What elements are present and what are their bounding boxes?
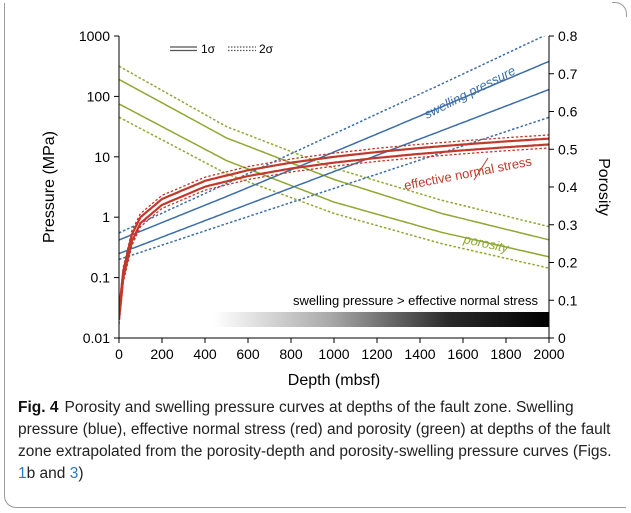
caption-text-end: ) — [78, 465, 84, 482]
left-tick-label-0.01: 0.01 — [83, 330, 110, 346]
x-tick-label-1200: 1200 — [361, 346, 392, 362]
caption-text-main: Porosity and swelling pressure curves at… — [18, 399, 612, 460]
right-tick-label-0.8: 0.8 — [558, 28, 578, 44]
right-axis-label: Porosity — [595, 158, 612, 216]
gradient-bar — [213, 312, 549, 327]
gradient-bar-group: swelling pressure > effective normal str… — [213, 293, 549, 327]
legend-label-1sigma: 1σ — [201, 42, 216, 56]
left-tick-label-1: 1 — [102, 209, 110, 225]
right-tick-label-0.1: 0.1 — [558, 292, 578, 308]
x-tick-label-600: 600 — [236, 346, 260, 362]
right-tick-label-0.3: 0.3 — [558, 217, 578, 233]
swelling-pressure-annotation: swelling pressure — [422, 63, 518, 122]
series-line-swelling-2sigma-3 — [119, 116, 549, 261]
right-tick-label-0.7: 0.7 — [558, 66, 578, 82]
left-tick-label-10: 10 — [94, 149, 110, 165]
figure-caption: Fig. 4 Porosity and swelling pressure cur… — [18, 397, 618, 485]
stress-annotation-leader — [473, 157, 489, 181]
x-tick-label-1000: 1000 — [318, 346, 349, 362]
series-line-swelling-1sigma-1 — [119, 88, 549, 255]
series-line-porosity-2sigma-11 — [119, 116, 549, 269]
caption-text-mid: b and — [26, 465, 70, 482]
x-axis-label: Depth (mbsf) — [288, 372, 380, 389]
caption-ref-fig-1[interactable]: 1 — [18, 465, 27, 482]
x-tick-label-400: 400 — [193, 346, 217, 362]
series-line-porosity-2sigma-10 — [119, 65, 549, 228]
legend-entry-2sigma: 2σ — [228, 42, 274, 56]
series-line-porosity-1sigma-9 — [119, 103, 549, 258]
series-line-stress-2sigma-6 — [119, 147, 549, 325]
legend-entry-1sigma: 1σ — [170, 42, 216, 56]
right-tick-label-0: 0 — [558, 330, 566, 346]
x-tick-label-1600: 1600 — [447, 346, 478, 362]
series-line-stress-2sigma-7 — [119, 134, 549, 308]
legend-label-2sigma: 2σ — [259, 42, 274, 56]
series-line-swelling-1sigma-0 — [119, 60, 549, 241]
series-line-swelling-2sigma-2 — [119, 36, 546, 234]
legend: 1σ 2σ — [170, 42, 274, 56]
series-line-stress-1sigma-4 — [119, 143, 549, 320]
x-tick-label-1800: 1800 — [490, 346, 521, 362]
porosity-annotation: porosity — [461, 231, 511, 256]
series-line-stress-1sigma-5 — [119, 137, 549, 312]
caption-figure-label: Fig. 4 — [18, 399, 59, 416]
x-tick-label-1400: 1400 — [404, 346, 435, 362]
x-tick-label-200: 200 — [150, 346, 174, 362]
left-tick-label-100: 100 — [87, 88, 111, 104]
effective-normal-stress-annotation: effective normal stress — [403, 153, 534, 193]
left-tick-label-1000: 1000 — [79, 28, 110, 44]
right-tick-label-0.5: 0.5 — [558, 141, 578, 157]
series-line-porosity-1sigma-8 — [119, 78, 549, 241]
x-tick-label-2000: 2000 — [533, 346, 564, 362]
ticks-layer: 0 200 400 600 800 1000 1200 1400 1600 1800 20000.0… — [79, 28, 578, 362]
left-tick-label-0.1: 0.1 — [91, 270, 111, 286]
chart: swelling pressure > effective normal str… — [41, 28, 612, 389]
x-tick-label-800: 800 — [279, 346, 303, 362]
right-tick-label-0.2: 0.2 — [558, 255, 578, 271]
caption-ref-fig-3[interactable]: 3 — [69, 465, 79, 482]
x-tick-label-0: 0 — [115, 346, 123, 362]
gradient-bar-label: swelling pressure > effective normal str… — [293, 293, 539, 308]
right-tick-label-0.4: 0.4 — [558, 179, 578, 195]
left-axis-label: Pressure (MPa) — [41, 131, 58, 243]
series-layer — [119, 36, 549, 325]
right-tick-label-0.6: 0.6 — [558, 104, 578, 120]
